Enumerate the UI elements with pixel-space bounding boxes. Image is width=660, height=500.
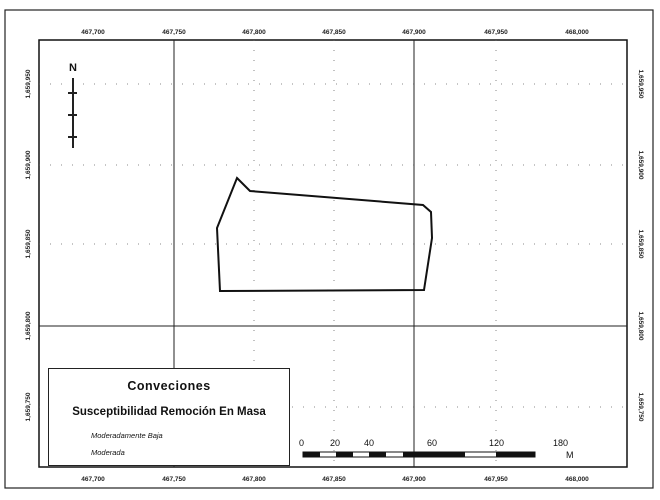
north-arrow-tick <box>68 136 77 138</box>
sheet-border <box>4 9 654 489</box>
legend-title: Conveciones <box>127 379 211 393</box>
y-tick-label: 1,659,800 <box>25 311 32 340</box>
x-tick-label: 467,700 <box>81 29 105 36</box>
north-arrow-tick <box>68 92 77 94</box>
north-arrow: N <box>64 62 84 152</box>
map-neatline <box>38 39 628 468</box>
x-tick-labels-top: 467,700 467,750 467,800 467,850 467,900 … <box>81 29 589 36</box>
scale-bar-segment <box>336 452 353 457</box>
x-tick-label: 467,850 <box>322 29 346 36</box>
x-tick-label: 467,750 <box>162 476 186 483</box>
scale-label: 120 <box>489 438 505 448</box>
y-tick-label: 1,659,750 <box>25 392 32 421</box>
scale-label: 180 <box>553 438 569 448</box>
y-tick-label: 1,659,800 <box>637 312 644 341</box>
y-tick-labels-right: 1,659,950 1,659,900 1,659,850 1,659,800 … <box>637 70 644 422</box>
north-arrow-shaft <box>72 78 74 148</box>
legend-item: Moderadamente Baja <box>91 431 163 440</box>
y-tick-label: 1,659,950 <box>637 70 644 99</box>
scale-label: 60 <box>427 438 438 448</box>
scale-bar <box>302 451 536 458</box>
y-tick-label: 1,659,900 <box>25 150 32 179</box>
y-tick-label: 1,659,850 <box>25 229 32 258</box>
x-tick-label: 467,750 <box>162 29 186 36</box>
north-arrow-tick <box>68 114 77 116</box>
scale-bar-segment <box>403 452 465 457</box>
scale-bar-segment <box>303 452 320 457</box>
y-tick-label: 1,659,950 <box>25 69 32 98</box>
study-area-polygon <box>215 176 434 293</box>
x-tick-label: 467,900 <box>402 29 426 36</box>
scale-bar-segment <box>496 452 535 457</box>
x-tick-labels-bottom: 467,700 467,750 467,800 467,850 467,900 … <box>81 476 589 483</box>
y-tick-label: 1,659,900 <box>637 151 644 180</box>
scale-label: 0 <box>299 438 305 448</box>
scale-bar-segment <box>369 452 386 457</box>
x-tick-label: 467,800 <box>242 476 266 483</box>
x-tick-label: 467,950 <box>484 476 508 483</box>
x-tick-label: 468,000 <box>565 476 589 483</box>
x-tick-label: 467,950 <box>484 29 508 36</box>
y-tick-label: 1,659,850 <box>637 230 644 259</box>
legend-subtitle: Susceptibilidad Remoción En Masa <box>72 406 266 418</box>
north-letter: N <box>69 62 77 74</box>
scale-unit: M <box>566 450 574 460</box>
x-tick-label: 467,900 <box>402 476 426 483</box>
x-tick-label: 468,000 <box>565 29 589 36</box>
scale-label: 40 <box>364 438 375 448</box>
x-tick-label: 467,850 <box>322 476 346 483</box>
legend-item: Moderada <box>91 448 125 457</box>
y-tick-label: 1,659,750 <box>637 393 644 422</box>
scale-label: 20 <box>330 438 341 448</box>
y-tick-labels-left: 1,659,950 1,659,900 1,659,850 1,659,800 … <box>25 69 32 421</box>
legend-box: Conveciones Susceptibilidad Remoción En … <box>48 368 290 466</box>
x-tick-label: 467,800 <box>242 29 266 36</box>
x-tick-label: 467,700 <box>81 476 105 483</box>
